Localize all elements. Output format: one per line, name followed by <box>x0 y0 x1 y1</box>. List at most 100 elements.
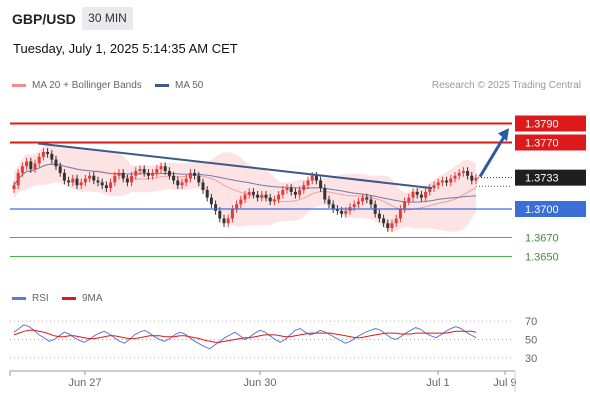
trendline <box>37 142 433 190</box>
last-price-tag <box>515 169 586 186</box>
candle-body <box>46 152 50 154</box>
candle-body <box>356 201 360 205</box>
candle-body <box>29 161 33 170</box>
candle-body <box>239 199 243 205</box>
last-price-label: 1.3733 <box>525 173 559 185</box>
candle-body <box>214 204 218 211</box>
level-tag <box>515 115 586 132</box>
candle-body <box>428 188 432 192</box>
candle-body <box>327 199 331 205</box>
rsi-tick-label: 50 <box>525 335 537 347</box>
candle-body <box>88 175 92 179</box>
candle-body <box>180 182 184 186</box>
candle-body <box>449 178 453 183</box>
x-tick-label: Jun 27 <box>68 377 101 389</box>
candle-body <box>466 171 470 176</box>
candle-body <box>209 197 213 205</box>
candle-body <box>117 172 121 176</box>
candle-body <box>365 197 369 200</box>
candle-body <box>71 178 75 183</box>
candle-body <box>306 180 310 186</box>
level-label: 1.3790 <box>525 119 559 131</box>
candle-body <box>230 209 234 219</box>
candle-body <box>33 163 37 170</box>
candle-body <box>440 180 444 183</box>
candle-body <box>340 210 344 214</box>
rsi-line <box>13 324 477 350</box>
candle-body <box>277 194 281 200</box>
candle-body <box>268 197 272 202</box>
x-tick-label: Jun 30 <box>243 377 276 389</box>
candle-body <box>298 190 302 195</box>
candle-body <box>134 171 138 176</box>
candle-body <box>50 153 54 160</box>
candle-body <box>386 223 390 228</box>
candle-body <box>461 171 465 173</box>
candle-body <box>302 185 306 190</box>
candle-body <box>260 194 264 198</box>
candle-body <box>344 210 348 214</box>
candle-body <box>243 194 247 200</box>
ma50-swatch <box>155 83 169 87</box>
candle-body <box>75 178 79 186</box>
candle-body <box>83 178 87 183</box>
candle-body <box>445 180 449 183</box>
target-label: 1.3650 <box>525 252 559 264</box>
candle-body <box>361 197 365 202</box>
candle-body <box>264 194 268 198</box>
projection-arrowhead <box>498 128 509 142</box>
legend-rsi-label: RSI <box>32 293 49 304</box>
candle-body <box>201 182 205 190</box>
credit-text: Research © 2025 Trading Central <box>431 80 581 91</box>
candle-body <box>62 172 66 181</box>
candle-body <box>159 166 163 170</box>
x-tick-label: Jul 1 <box>426 377 449 389</box>
candle-body <box>453 175 457 179</box>
candle-body <box>432 185 436 189</box>
candle-body <box>331 204 335 209</box>
candle-body <box>419 194 423 198</box>
timeframe-badge[interactable]: 30 MIN <box>82 7 133 30</box>
candle-body <box>155 169 159 173</box>
candle-body <box>226 218 230 224</box>
candle-body <box>281 190 285 195</box>
candle-body <box>352 204 356 208</box>
candle-body <box>79 182 83 186</box>
candle-body <box>415 191 419 195</box>
candle-body <box>319 180 323 189</box>
candle-body <box>205 190 209 198</box>
legend-ma20: MA 20 + Bollinger Bands <box>12 80 142 91</box>
candle-body <box>12 185 16 190</box>
candle-body <box>289 188 293 192</box>
candle-body <box>474 177 478 181</box>
9ma-swatch <box>62 296 76 300</box>
candle-body <box>335 209 339 211</box>
target-label: 1.3670 <box>525 233 559 245</box>
candle-body <box>109 182 113 189</box>
legend-ma50: MA 50 <box>155 80 203 91</box>
rsi-tick-label: 30 <box>525 353 537 365</box>
candle-body <box>235 204 239 209</box>
candle-body <box>457 172 461 176</box>
candle-body <box>142 169 146 173</box>
candle-body <box>411 191 415 198</box>
candle-body <box>247 191 251 195</box>
candle-body <box>403 201 407 209</box>
rsi-swatch <box>12 296 26 300</box>
candle-body <box>25 161 29 167</box>
candle-body <box>130 175 134 183</box>
rsi-tick-label: 70 <box>525 316 537 328</box>
candle-body <box>138 169 142 171</box>
candle-body <box>54 159 58 167</box>
candle-body <box>58 166 62 173</box>
legend-ma50-label: MA 50 <box>175 80 204 91</box>
candle-body <box>256 194 260 198</box>
legend-9ma: 9MA <box>62 293 103 304</box>
candle-body <box>163 166 167 171</box>
candle-body <box>382 218 386 224</box>
candle-body <box>390 223 394 228</box>
candle-body <box>394 218 398 224</box>
candle-body <box>310 175 314 181</box>
candle-body <box>16 172 20 186</box>
candle-body <box>470 175 474 181</box>
